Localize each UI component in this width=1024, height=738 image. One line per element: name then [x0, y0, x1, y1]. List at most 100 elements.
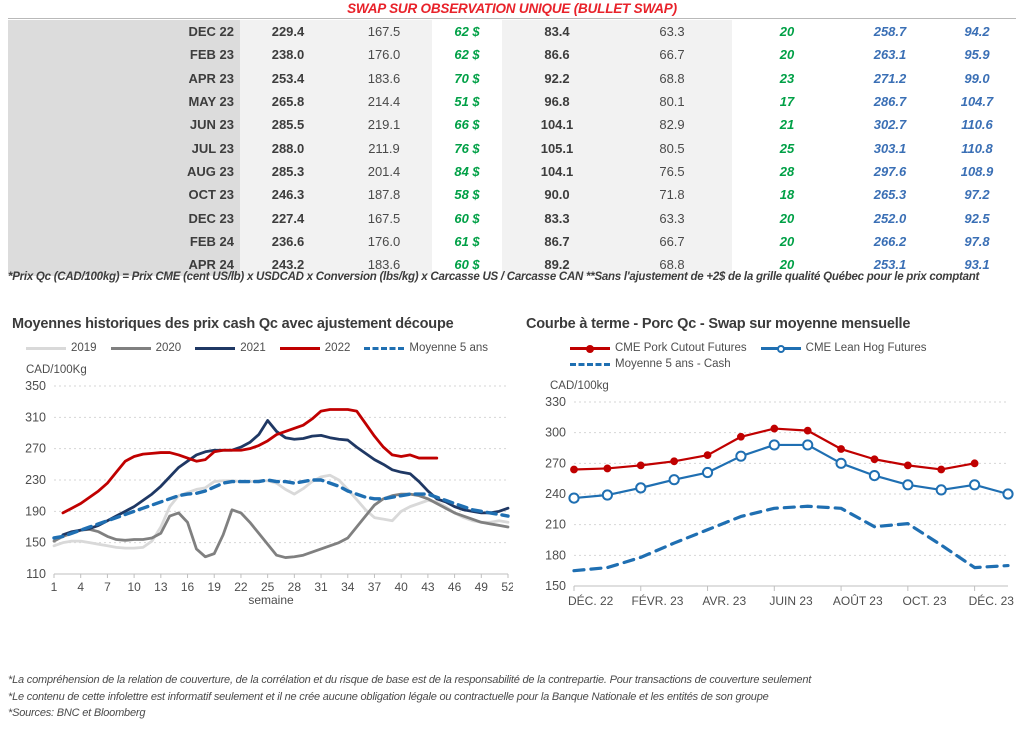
- data-point-lean-hog: [802, 439, 814, 451]
- cutout-cad-cell: 252.0: [842, 206, 938, 230]
- legend-item-2021: 2021: [195, 342, 266, 354]
- lean-cad-cell: 99.0: [938, 66, 1016, 90]
- cme-cutout-cell: 92.2: [502, 66, 612, 90]
- cme-lean-hog-cell: 66.7: [612, 229, 732, 253]
- series-line-moyenne-5-ans-cash: [572, 504, 1010, 573]
- price-qc-swap-cell: 167.5: [336, 20, 432, 44]
- price-qc-cell: 285.3: [240, 159, 336, 184]
- x-tick-label: 22: [234, 580, 248, 594]
- legend-dashed-line-icon: [570, 358, 610, 370]
- chart-right-plot: 150 180 210 240 270 300 330 DÉC. 22 FÉVR. 23 AVR.…: [522, 394, 1016, 627]
- prime-dollar-cell: 58 $: [432, 183, 502, 207]
- lean-cad-cell: 110.8: [938, 136, 1016, 160]
- cme-lean-hog-cell: 82.9: [612, 113, 732, 137]
- chart-right-legend: CME Pork Cutout Futures CME Lean Hog Fut…: [570, 342, 1016, 374]
- lean-cad-cell: 108.9: [938, 159, 1016, 184]
- prime-cent-cell: 28: [732, 159, 842, 184]
- cme-cutout-cell: 86.7: [502, 229, 612, 253]
- x-tick-label: 19: [208, 580, 222, 594]
- cme-cutout-cell: 90.0: [502, 183, 612, 207]
- data-point-lean-hog: [568, 492, 580, 504]
- table-row: DEC 22 229.4 167.5 62 $83.4 63.3 20 258.7 94.2: [8, 20, 1016, 44]
- y-tick-label: 190: [25, 504, 46, 518]
- table-row: AUG 23 285.3 201.4 84 $104.1 76.5 28 297.6 108.…: [8, 159, 1016, 184]
- chart-historical-averages: Moyennes historiques des prix cash Qc av…: [8, 316, 515, 646]
- prime-dollar-cell: 76 $: [432, 136, 502, 160]
- cutout-cad-cell: 302.7: [842, 113, 938, 137]
- data-point-lean-hog: [1002, 488, 1014, 500]
- y-tick-label: 180: [545, 548, 566, 562]
- x-tick-label: 52: [501, 580, 513, 594]
- prime-dollar-cell: 66 $: [432, 113, 502, 137]
- legend-item-2019: 2019: [26, 342, 97, 354]
- table-row: FEB 24 236.6 176.0 61 $86.7 66.7 20 266.2 97.8: [8, 229, 1016, 253]
- chart-right-title: Courbe à terme - Porc Qc - Swap sur moye…: [526, 316, 911, 332]
- price-qc-cell: 227.4: [240, 206, 336, 230]
- price-qc-swap-cell: 167.5: [336, 206, 432, 230]
- lean-cad-cell: 110.6: [938, 113, 1016, 137]
- price-qc-swap-cell: 214.4: [336, 89, 432, 114]
- swap-table-body: DEC 22 229.4 167.5 62 $83.4 63.3 20 258.7 94.2 F…: [8, 20, 1016, 277]
- data-point-pork-cutout: [603, 464, 612, 473]
- x-axis-caption: semaine: [248, 593, 294, 607]
- price-qc-cell: 253.4: [240, 66, 336, 90]
- x-tick-label: JUIN 23: [769, 594, 813, 608]
- x-tick-label: AOÛT 23: [833, 593, 883, 608]
- price-qc-swap-cell: 201.4: [336, 159, 432, 184]
- cutout-cad-cell: 258.7: [842, 20, 938, 44]
- data-point-lean-hog: [969, 479, 981, 491]
- prime-dollar-cell: 61 $: [432, 229, 502, 253]
- x-tick-label: 13: [154, 580, 168, 594]
- data-point-pork-cutout: [670, 457, 679, 466]
- legend-line-marker-icon: [570, 342, 610, 354]
- legend-line-icon: [26, 342, 66, 354]
- disclaimer-block: *La compréhension de la relation de couv…: [8, 672, 1018, 722]
- x-tick-label: 16: [181, 580, 195, 594]
- legend-line-icon: [110, 342, 151, 354]
- data-point-pork-cutout: [837, 445, 845, 453]
- x-tick-label: 10: [127, 580, 141, 594]
- x-tick-label: 4: [77, 580, 84, 594]
- price-qc-swap-cell: 176.0: [336, 229, 432, 253]
- price-qc-swap-cell: 211.9: [336, 136, 432, 160]
- chart-left-y-unit: CAD/100Kg: [26, 364, 87, 376]
- lean-cad-cell: 94.2: [938, 20, 1016, 44]
- y-tick-label: 330: [545, 395, 566, 409]
- month-cell: JUL 23: [8, 136, 240, 160]
- prime-dollar-cell: 60 $: [432, 206, 502, 230]
- cutout-cad-cell: 266.2: [842, 229, 938, 253]
- cme-cutout-cell: 86.6: [502, 43, 612, 67]
- y-tick-label: 230: [25, 473, 46, 487]
- cutout-cad-cell: 271.2: [842, 66, 938, 90]
- data-point-lean-hog: [635, 482, 647, 494]
- lean-cad-cell: 97.8: [938, 229, 1016, 253]
- price-qc-swap-cell: 183.6: [336, 252, 432, 277]
- legend-item-cme-pork-cutout: CME Pork Cutout Futures: [570, 342, 747, 354]
- prime-dollar-cell: 51 $: [432, 89, 502, 114]
- x-tick-label: 31: [314, 580, 328, 594]
- month-cell: OCT 23: [8, 183, 240, 207]
- series-line-2: [61, 419, 510, 537]
- price-qc-cell: 236.6: [240, 229, 336, 253]
- disclaimer-line-2: *Le contenu de cette infolettre est info…: [8, 690, 769, 703]
- table-footnote: *Prix Qc (CAD/100kg) = Prix CME (cent US…: [8, 271, 980, 283]
- y-tick-label: 310: [25, 410, 46, 424]
- x-tick-label: FÉVR. 23: [631, 593, 683, 608]
- cme-cutout-cell: 105.1: [502, 136, 612, 160]
- chart-left-svg: 110 150 190 230 270 310 350 1 4 7 10 13 16 19 22 25 28 31…: [25, 379, 515, 607]
- data-point-lean-hog: [935, 484, 947, 496]
- data-point-pork-cutout: [937, 465, 946, 474]
- x-tick-label: DÉC. 22: [568, 593, 614, 608]
- disclaimer-line-1: *La compréhension de la relation de couv…: [8, 674, 812, 686]
- x-tick-label: DÉC. 23: [969, 593, 1015, 608]
- y-tick-label: 300: [545, 426, 566, 440]
- title-divider: [8, 18, 1016, 19]
- price-qc-cell: 243.2: [240, 252, 336, 277]
- month-cell: FEB 24: [8, 229, 240, 253]
- lean-cad-cell: 92.5: [938, 206, 1016, 230]
- y-tick-label: 270: [545, 456, 566, 470]
- y-tick-label: 150: [25, 536, 46, 550]
- data-point-pork-cutout: [570, 465, 578, 474]
- cme-lean-hog-cell: 68.8: [612, 252, 732, 277]
- lean-cad-cell: 104.7: [938, 89, 1016, 114]
